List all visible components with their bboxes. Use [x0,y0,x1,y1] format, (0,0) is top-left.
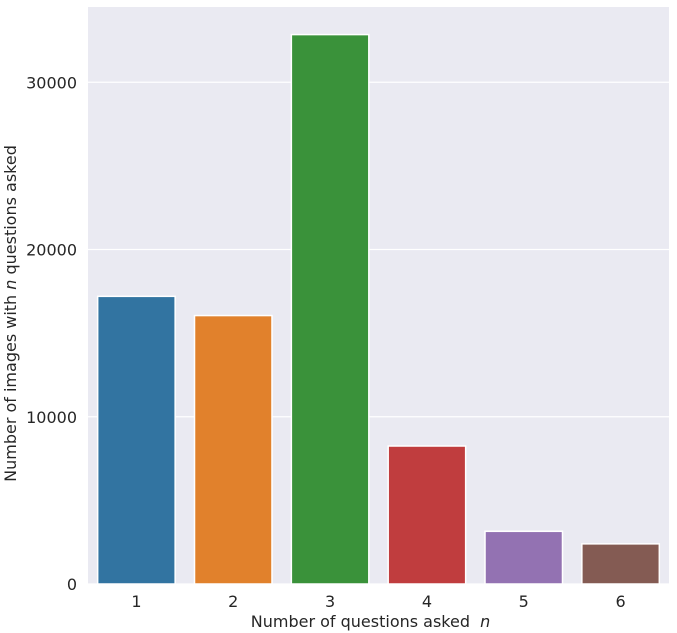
y-tick-label: 20000 [26,241,77,260]
y-tick-label: 30000 [26,73,77,92]
x-tick-label: 2 [228,592,238,611]
x-tick-label: 4 [422,592,432,611]
x-axis-label-text: Number of questions asked [251,612,470,631]
y-axis-label-text-1: Number of images with [1,290,20,482]
y-tick-label: 10000 [26,408,77,427]
y-gridlines [88,81,669,585]
x-tick-label: 1 [131,592,141,611]
y-tick-labels: 0 10000 20000 30000 [26,73,77,594]
y-axis-label: Number of images with n questions asked [1,145,20,482]
bar-6 [581,543,661,585]
bar-1 [96,295,176,585]
x-tick-labels: 1 2 3 4 5 6 [131,592,625,611]
y-tick-label: 0 [67,575,77,594]
x-tick-label: 6 [615,592,625,611]
y-axis-label-var: n [1,280,20,290]
x-tick-label: 5 [519,592,529,611]
bar-3 [290,33,370,585]
bar-2 [193,314,273,585]
x-tick-label: 3 [325,592,335,611]
bar-5 [484,530,564,585]
x-axis-label: Number of questions asked n [251,612,490,631]
bar-4 [387,445,467,585]
bars [96,33,661,585]
y-axis-label-text-2: questions asked [1,145,20,279]
plot-area [88,7,669,584]
x-axis-label-var: n [480,612,490,631]
